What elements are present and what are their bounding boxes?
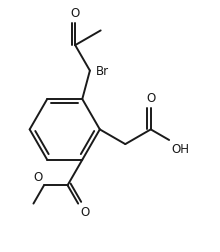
Text: O: O [146, 92, 155, 106]
Text: OH: OH [171, 143, 189, 156]
Text: O: O [71, 7, 80, 20]
Text: O: O [34, 171, 43, 184]
Text: Br: Br [95, 65, 109, 78]
Text: O: O [80, 206, 89, 219]
